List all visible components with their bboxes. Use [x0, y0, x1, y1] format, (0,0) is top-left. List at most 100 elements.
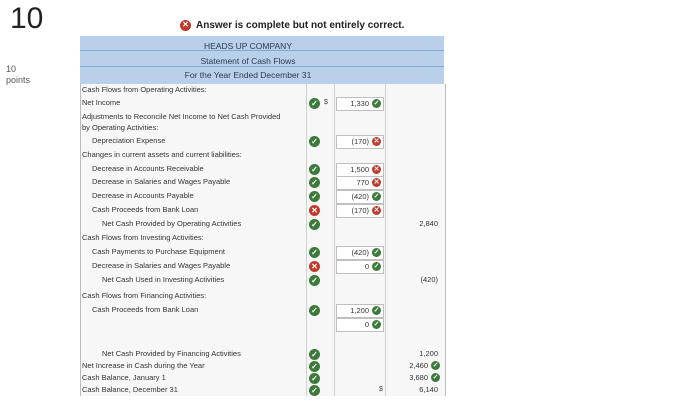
correct-check-icon: ✓ [372, 320, 381, 329]
statement-period: For the Year Ended December 31 [184, 70, 312, 80]
amount-value: (420) [351, 192, 369, 201]
table-row: Net Increase in Cash during the Year ✓ 2,4… [80, 360, 444, 372]
table-row: Cash Proceeds from Bank Loan ✕ (170) ✕ [80, 204, 444, 218]
table-row: Decrease in Accounts Payable ✓ (420) ✓ [80, 190, 444, 204]
company-name: HEADS UP COMPANY [203, 41, 292, 51]
total-amount[interactable]: (420) [386, 274, 442, 286]
table-row: Cash Balance, January 1 ✓ 3,680 ✓ [80, 372, 444, 384]
row-label: Net Cash Provided by Operating Activitie… [102, 219, 242, 228]
row-correct-icon: ✓ [309, 247, 320, 258]
amount-input[interactable]: 0 ✓ [336, 318, 384, 332]
total-amount[interactable]: 3,680 ✓ [386, 372, 442, 384]
table-row: Cash Flows from Financing Activities: [80, 290, 444, 302]
total-value: 3,680 [409, 373, 428, 382]
question-number: 10 [10, 2, 44, 35]
amount-input[interactable]: 1,500 ✕ [336, 163, 384, 177]
amount-input[interactable]: (420) ✓ [336, 246, 384, 260]
amount-value: (420) [351, 248, 369, 257]
amount-input[interactable]: 1,200 ✓ [336, 304, 384, 318]
total-amount[interactable]: 2,460 ✓ [386, 360, 442, 372]
table-row: Decrease in Salaries and Wages Payable ✓ 7… [80, 176, 444, 190]
row-label: Depreciation Expense [92, 136, 166, 145]
header-divider [80, 50, 444, 51]
table-row: Cash Balance, December 31 ✓ $6,140 [80, 384, 444, 396]
row-correct-icon: ✓ [309, 98, 320, 109]
correct-check-icon: ✓ [372, 248, 381, 257]
banner-text: Answer is complete but not entirely corr… [196, 19, 405, 31]
row-label: Cash Flows from Investing Activities: [82, 233, 204, 242]
table-row: 0 ✓ [80, 318, 444, 332]
table-row: Adjustments to Reconcile Net Income to N… [80, 111, 444, 123]
table-row: Cash Flows from Investing Activities: [80, 232, 444, 244]
amount-input[interactable]: 770 ✕ [336, 176, 384, 190]
correct-check-icon: ✓ [431, 373, 440, 382]
correct-check-icon: ✓ [372, 192, 381, 201]
row-correct-icon: ✓ [309, 191, 320, 202]
amount-input[interactable]: (420) ✓ [336, 190, 384, 204]
row-label: Cash Balance, December 31 [82, 385, 178, 394]
dollar-sign: $ [379, 386, 383, 393]
amount-input[interactable]: 1,330 ✓ [336, 97, 384, 111]
correct-check-icon: ✓ [372, 306, 381, 315]
row-correct-icon: ✓ [309, 385, 320, 396]
total-value: 2,460 [409, 361, 428, 370]
amount-input[interactable]: 0 ✓ [336, 260, 384, 274]
correct-check-icon: ✓ [431, 361, 440, 370]
total-amount[interactable]: 2,840 [386, 218, 442, 230]
total-amount[interactable]: 6,140 [386, 384, 442, 396]
row-label: Decrease in Accounts Payable [92, 191, 194, 200]
correct-check-icon: ✓ [372, 262, 381, 271]
row-label: Net Income [82, 98, 121, 107]
table-row: Cash Proceeds from Bank Loan ✓ 1,200 ✓ [80, 304, 444, 318]
row-label: Decrease in Accounts Receivable [92, 164, 204, 173]
correct-check-icon: ✓ [372, 99, 381, 108]
result-banner: ✕ Answer is complete but not entirely co… [180, 16, 404, 34]
table-row: Cash Flows from Operating Activities: [80, 84, 444, 96]
row-correct-icon: ✓ [309, 177, 320, 188]
statement-header: HEADS UP COMPANY Statement of Cash Flows… [80, 36, 444, 84]
row-correct-icon: ✓ [309, 219, 320, 230]
row-label: Net Cash Provided by Financing Activitie… [102, 349, 241, 358]
amount-value: 1,330 [350, 99, 369, 108]
row-label: Cash Balance, January 1 [82, 373, 166, 382]
table-row: Net Cash Used in Investing Activities ✓ (4… [80, 274, 444, 286]
row-label: Cash Flows from Operating Activities: [82, 85, 207, 94]
amount-value: (170) [351, 206, 369, 215]
incorrect-x-icon: ✕ [372, 178, 381, 187]
row-label: Net Cash Used in Investing Activities [102, 275, 225, 284]
table-row: by Operating Activities: [80, 122, 444, 134]
amount-value: 0 [364, 320, 369, 329]
incorrect-x-icon: ✕ [180, 19, 191, 31]
row-correct-icon: ✓ [309, 305, 320, 316]
amount-input[interactable]: (170) ✕ [336, 204, 384, 218]
row-label: Cash Payments to Purchase Equipment [92, 247, 225, 256]
statement-title: Statement of Cash Flows [200, 56, 296, 66]
amount-value: 770 [356, 178, 369, 187]
row-correct-icon: ✓ [309, 275, 320, 286]
incorrect-x-icon: ✕ [372, 137, 381, 146]
table-row [80, 332, 444, 344]
table-row: Depreciation Expense ✓ (170) ✕ [80, 135, 444, 149]
amount-input[interactable]: (170) ✕ [336, 135, 384, 149]
total-amount[interactable]: 1,200 [386, 348, 442, 360]
table-row: Changes in current assets and current li… [80, 149, 444, 161]
points-value: 10 [6, 64, 17, 74]
header-divider [80, 66, 444, 67]
row-incorrect-icon: ✕ [309, 261, 320, 272]
total-value: 2,840 [419, 219, 438, 228]
dollar-sign: $ [324, 99, 328, 106]
points-label: 10 points [6, 64, 30, 86]
amount-value: 1,200 [350, 306, 369, 315]
table-row: Decrease in Salaries and Wages Payable ✕ 0… [80, 260, 444, 274]
total-value: 1,200 [419, 349, 438, 358]
row-label: Changes in current assets and current li… [82, 150, 242, 159]
column-divider [306, 84, 307, 396]
incorrect-x-icon: ✕ [372, 206, 381, 215]
row-label: Decrease in Salaries and Wages Payable [92, 177, 231, 186]
amount-value: 0 [364, 262, 369, 271]
row-correct-icon: ✓ [309, 136, 320, 147]
points-unit: points [6, 75, 31, 85]
row-correct-icon: ✓ [309, 373, 320, 384]
table-row: Cash Payments to Purchase Equipment ✓ (420… [80, 246, 444, 260]
row-label: Adjustments to Reconcile Net Income to N… [82, 112, 281, 121]
